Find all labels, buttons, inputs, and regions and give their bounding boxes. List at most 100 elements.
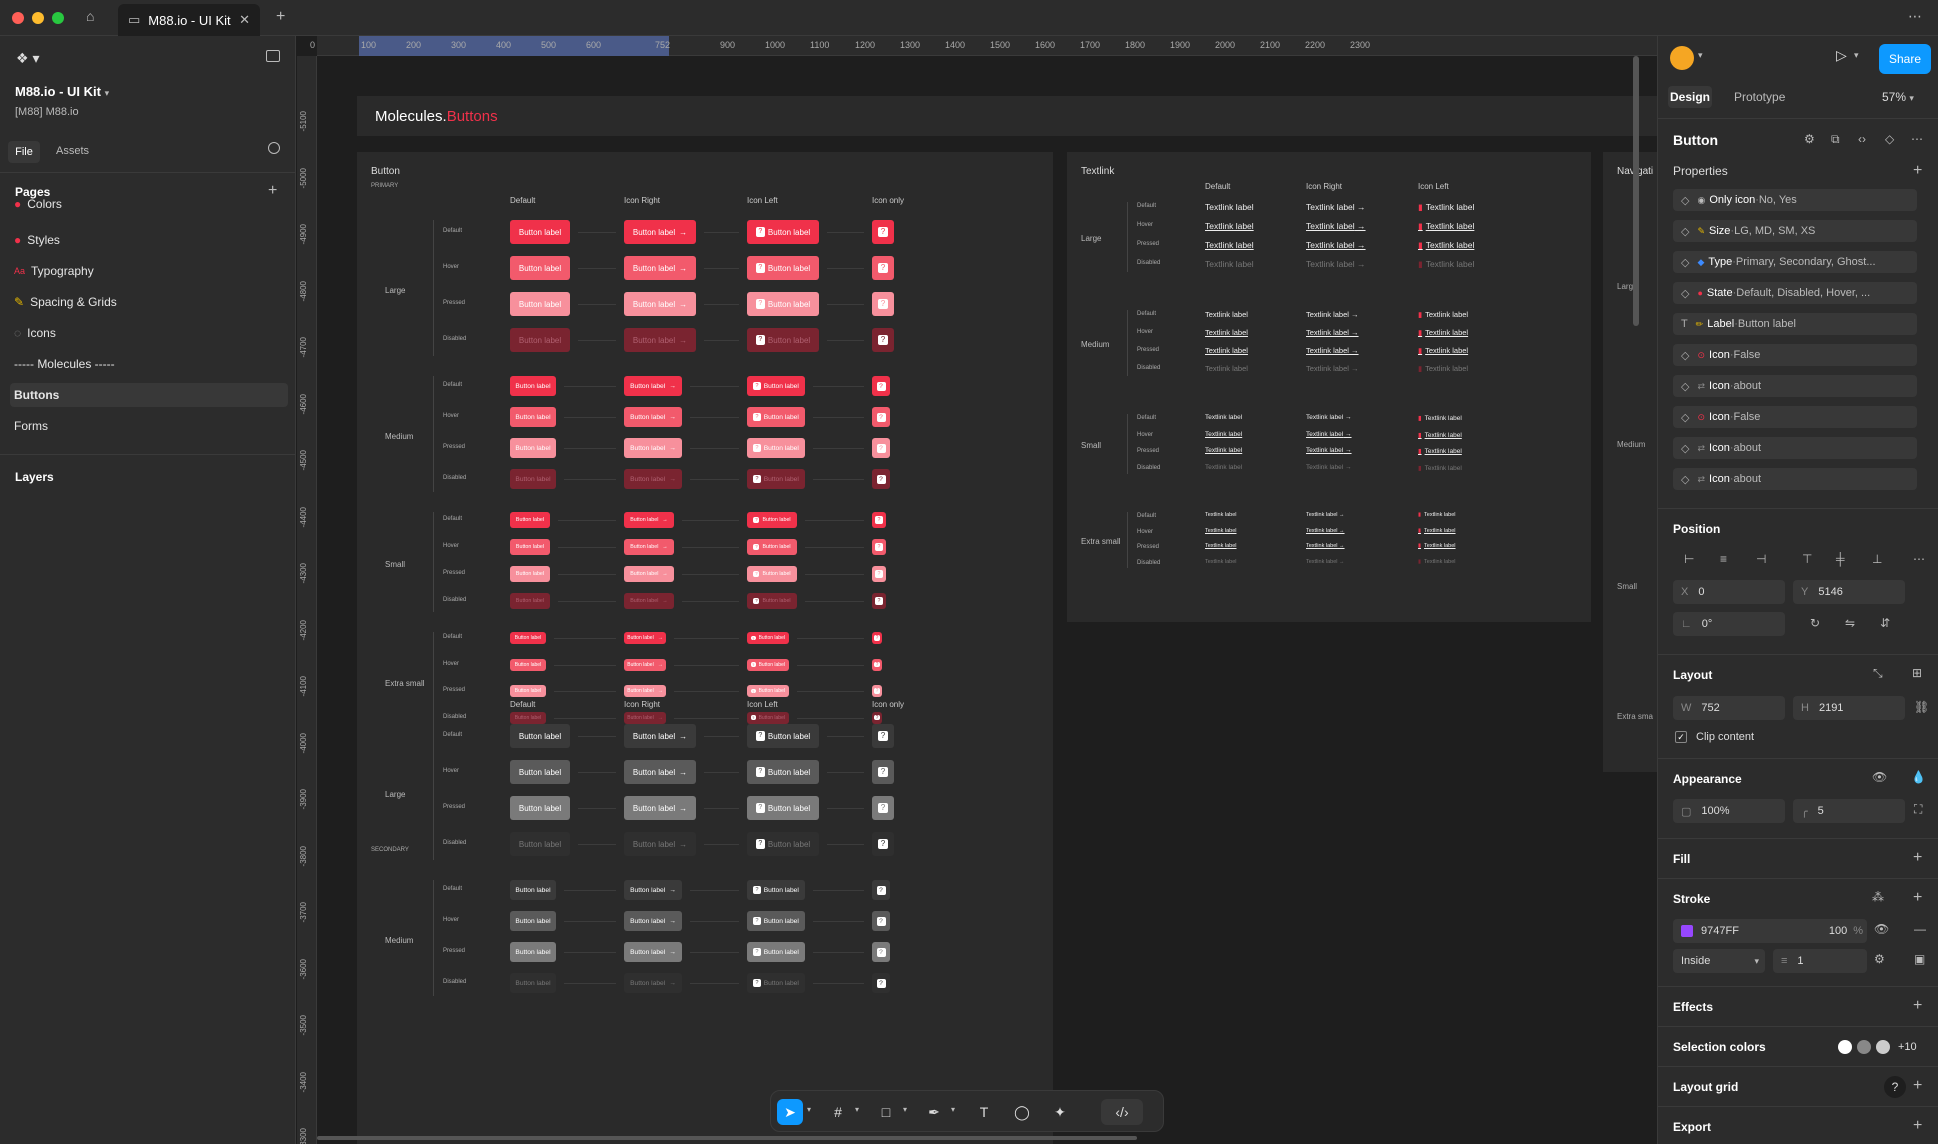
rotate-icon[interactable]: ↻ <box>1810 616 1821 630</box>
component-button[interactable]: ? <box>872 256 894 280</box>
textlink[interactable]: Textlink label → <box>1306 431 1352 438</box>
component-button[interactable]: Button label <box>510 292 570 316</box>
component-button[interactable]: ? <box>872 469 890 489</box>
component-button[interactable]: ? <box>872 658 882 671</box>
minimize-window-button[interactable] <box>32 12 44 24</box>
component-button[interactable]: Button label → <box>624 512 674 528</box>
component-button[interactable]: ? <box>872 942 890 962</box>
component-button[interactable]: Button label <box>510 566 550 582</box>
add-page-icon[interactable]: + <box>268 182 278 199</box>
component-button[interactable]: ? Button label <box>747 376 805 396</box>
file-tab[interactable]: ▭ M88.io - UI Kit ✕ <box>118 4 260 36</box>
component-button[interactable]: Button label <box>510 376 556 396</box>
align-middle-v-icon[interactable]: ╪ <box>1836 552 1845 566</box>
avatar[interactable] <box>1670 46 1694 70</box>
textlink[interactable]: Textlink label → <box>1306 240 1366 250</box>
avatar-chevron-icon[interactable]: ▾ <box>1698 50 1703 60</box>
component-button[interactable]: ? <box>872 566 886 582</box>
pen-tool-icon[interactable]: ✒ <box>928 1103 940 1120</box>
textlink[interactable]: ▮ Textlink label <box>1418 221 1474 232</box>
stroke-weight-input[interactable]: ≡ 1 <box>1773 949 1867 973</box>
resize-to-fit-icon[interactable]: ⤡ <box>1873 666 1883 680</box>
component-button[interactable]: ? Button label <box>747 292 819 316</box>
constrain-proportions-icon[interactable]: ⛓ <box>1914 700 1930 714</box>
textlink[interactable]: Textlink label → <box>1306 221 1366 231</box>
textlink[interactable]: Textlink label <box>1205 528 1237 534</box>
textlink[interactable]: Textlink label → <box>1306 543 1345 549</box>
align-center-h-icon[interactable]: ≡ <box>1720 552 1728 566</box>
component-button[interactable]: Button label → <box>624 292 696 316</box>
textlink[interactable]: ▮ Textlink label <box>1418 310 1468 319</box>
textlink[interactable]: Textlink label <box>1205 559 1237 565</box>
page-header-frame[interactable]: Molecules.Buttons <box>357 96 1657 136</box>
add-property-icon[interactable]: + <box>1913 162 1923 179</box>
remove-stroke-icon[interactable]: — <box>1914 922 1926 936</box>
more-icon[interactable]: ⋯ <box>1908 8 1922 24</box>
textlink[interactable]: Textlink label → <box>1306 364 1359 373</box>
property-row[interactable]: ◇ ⇄ Icon · about <box>1673 375 1917 397</box>
align-left-icon[interactable]: ⊢ <box>1684 552 1695 566</box>
toggle-sidebar-icon[interactable] <box>266 50 280 62</box>
navigation-frame[interactable]: Navigati Large Medium Small Extra sma <box>1603 152 1657 772</box>
component-button[interactable]: ? <box>872 632 882 644</box>
component-button[interactable]: ? Button label <box>747 796 819 820</box>
component-button[interactable]: ? <box>872 593 886 609</box>
textlink[interactable]: ▮ Textlink label <box>1418 202 1474 213</box>
component-button[interactable]: Button label <box>510 438 556 458</box>
stroke-visibility-icon[interactable]: 👁 <box>1874 922 1890 936</box>
code-icon[interactable]: ‹› <box>1858 132 1866 146</box>
component-button[interactable]: ? Button label <box>747 685 789 697</box>
component-button[interactable]: Button label <box>510 942 556 962</box>
button-frame[interactable]: Button PRIMARY SECONDARY Default Icon Rig… <box>357 152 1053 1144</box>
component-button[interactable]: Button label → <box>624 469 682 489</box>
page-item-styles[interactable]: ● Styles <box>14 233 60 247</box>
stroke-position-select[interactable]: Inside ▾ <box>1673 949 1765 973</box>
align-right-icon[interactable]: ⊣ <box>1756 552 1767 566</box>
corner-radius-input[interactable]: ╭ 5 <box>1793 799 1905 823</box>
textlink[interactable]: ▮ Textlink label <box>1418 364 1468 373</box>
component-button[interactable]: ? <box>872 724 894 748</box>
textlink[interactable]: Textlink label → <box>1306 464 1352 471</box>
auto-layout-icon[interactable]: ⊞ <box>1912 666 1923 680</box>
component-button[interactable]: Button label → <box>624 973 682 993</box>
search-icon[interactable] <box>268 142 280 154</box>
textlink[interactable]: Textlink label <box>1205 328 1248 337</box>
component-button[interactable]: ? Button label <box>747 469 805 489</box>
component-button[interactable]: ? <box>872 438 890 458</box>
component-button[interactable]: Button label <box>510 658 546 671</box>
page-item-icons[interactable]: ◌ Icons <box>14 326 56 340</box>
tab-file[interactable]: File <box>8 141 40 163</box>
file-name[interactable]: M88.io - UI Kit ▾ <box>15 84 110 99</box>
component-button[interactable]: ? Button label <box>747 256 819 280</box>
property-row[interactable]: ◇ ◉ Only icon · No, Yes <box>1673 189 1917 211</box>
component-button[interactable]: ? Button label <box>747 724 819 748</box>
selection-color-white[interactable] <box>1838 1040 1852 1054</box>
component-button[interactable]: Button label → <box>624 438 682 458</box>
textlink[interactable]: Textlink label <box>1205 221 1254 231</box>
component-button[interactable]: ? <box>872 760 894 784</box>
close-window-button[interactable] <box>12 12 24 24</box>
selection-color-gray[interactable] <box>1857 1040 1871 1054</box>
component-button[interactable]: Button label → <box>624 724 696 748</box>
textlink[interactable]: Textlink label → <box>1306 447 1352 454</box>
stroke-settings-icon[interactable]: ⚙ <box>1874 952 1885 966</box>
component-button[interactable]: ? Button label <box>747 407 805 427</box>
component-button[interactable]: Button label <box>510 328 570 352</box>
textlink[interactable]: Textlink label → <box>1306 528 1345 534</box>
textlink[interactable]: Textlink label <box>1205 259 1254 269</box>
ai-tool-icon[interactable]: ✦ <box>1054 1103 1066 1120</box>
align-bottom-icon[interactable]: ⊥ <box>1872 552 1883 566</box>
component-button[interactable]: Button label <box>510 880 556 900</box>
property-row[interactable]: ◇ ⇄ Icon · about <box>1673 437 1917 459</box>
page-item-forms[interactable]: Forms <box>14 419 48 433</box>
main-menu-icon[interactable]: ❖ ▾ <box>16 50 40 66</box>
page-item-typography[interactable]: Aa Typography <box>14 264 94 278</box>
component-button[interactable]: ? <box>872 292 894 316</box>
component-button[interactable]: ? <box>872 512 886 528</box>
property-row[interactable]: ◇ ⊙ Icon · False <box>1673 406 1917 428</box>
component-button[interactable]: Button label <box>510 512 550 528</box>
dev-mode-icon[interactable]: ‹/› <box>1101 1099 1143 1125</box>
component-button[interactable]: ? Button label <box>747 832 819 856</box>
component-button[interactable]: ? Button label <box>747 911 805 931</box>
